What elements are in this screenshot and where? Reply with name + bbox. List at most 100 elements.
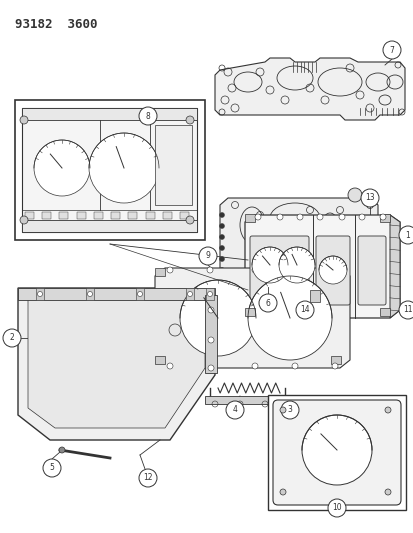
Circle shape (347, 188, 361, 202)
Circle shape (252, 363, 257, 369)
Bar (136, 288, 144, 300)
Bar (379, 214, 389, 222)
Circle shape (225, 401, 243, 419)
Circle shape (185, 216, 194, 224)
Bar (244, 214, 254, 222)
Circle shape (219, 246, 224, 251)
Text: 2: 2 (9, 334, 14, 343)
Bar (204, 396, 289, 404)
Bar (18, 288, 214, 300)
Circle shape (34, 140, 90, 196)
Circle shape (379, 214, 385, 220)
Circle shape (254, 214, 260, 220)
Circle shape (185, 116, 194, 124)
Bar (22, 108, 197, 232)
Circle shape (382, 41, 400, 59)
Text: 13: 13 (364, 193, 374, 203)
Text: 11: 11 (402, 305, 412, 314)
Circle shape (219, 213, 224, 217)
Bar (154, 125, 192, 205)
Circle shape (207, 337, 214, 343)
Circle shape (291, 267, 297, 273)
Circle shape (280, 401, 298, 419)
Circle shape (38, 292, 43, 296)
Circle shape (219, 235, 224, 239)
Text: 6: 6 (265, 298, 270, 308)
Circle shape (43, 459, 61, 477)
Circle shape (166, 267, 173, 273)
Circle shape (207, 292, 212, 296)
Circle shape (3, 329, 21, 347)
Bar (59, 212, 68, 219)
Polygon shape (154, 268, 349, 368)
Bar (309, 290, 319, 302)
Circle shape (252, 247, 287, 283)
Bar (206, 288, 214, 300)
Text: 93182  3600: 93182 3600 (15, 18, 97, 31)
Text: 4: 4 (232, 406, 237, 415)
Text: 7: 7 (389, 45, 394, 54)
Polygon shape (214, 58, 404, 120)
Bar (330, 356, 340, 364)
Text: 12: 12 (143, 473, 152, 482)
Circle shape (331, 363, 337, 369)
Circle shape (316, 214, 322, 220)
Polygon shape (28, 295, 204, 428)
Circle shape (259, 294, 276, 312)
Circle shape (384, 489, 390, 495)
Bar (379, 308, 389, 316)
Circle shape (20, 116, 28, 124)
FancyBboxPatch shape (315, 236, 349, 305)
FancyBboxPatch shape (357, 236, 385, 305)
Circle shape (206, 363, 212, 369)
Circle shape (139, 469, 157, 487)
Polygon shape (389, 215, 399, 318)
Bar (154, 268, 165, 276)
Polygon shape (219, 198, 377, 287)
Bar (86, 288, 94, 300)
Circle shape (206, 267, 212, 273)
Circle shape (279, 489, 285, 495)
Circle shape (398, 301, 413, 319)
Bar (111, 212, 120, 219)
Text: 14: 14 (299, 305, 309, 314)
Circle shape (360, 189, 378, 207)
Bar (42, 212, 51, 219)
Text: 3: 3 (287, 406, 292, 415)
Bar (145, 212, 154, 219)
Bar (76, 212, 85, 219)
Bar (267, 395, 405, 510)
Bar (15, 100, 204, 240)
Bar (204, 295, 216, 373)
Circle shape (187, 292, 192, 296)
Circle shape (207, 307, 214, 313)
Bar (185, 288, 194, 300)
Circle shape (327, 499, 345, 517)
Circle shape (384, 407, 390, 413)
Circle shape (137, 292, 142, 296)
Bar (154, 356, 165, 364)
Circle shape (219, 223, 224, 229)
Bar (180, 212, 189, 219)
FancyBboxPatch shape (272, 400, 400, 505)
Bar (244, 308, 254, 316)
Circle shape (291, 363, 297, 369)
Circle shape (318, 256, 346, 284)
FancyBboxPatch shape (249, 236, 308, 305)
Circle shape (20, 216, 28, 224)
Circle shape (331, 267, 337, 273)
Bar (22, 220, 197, 232)
Text: 5: 5 (50, 464, 54, 472)
Circle shape (247, 276, 331, 360)
Bar (162, 212, 171, 219)
Circle shape (207, 365, 214, 371)
Circle shape (301, 415, 371, 485)
Text: 10: 10 (331, 504, 341, 513)
Circle shape (279, 407, 285, 413)
Circle shape (296, 214, 302, 220)
Text: 1: 1 (405, 230, 409, 239)
Circle shape (166, 363, 173, 369)
Bar (330, 268, 340, 276)
Circle shape (276, 214, 282, 220)
Bar (25, 212, 34, 219)
